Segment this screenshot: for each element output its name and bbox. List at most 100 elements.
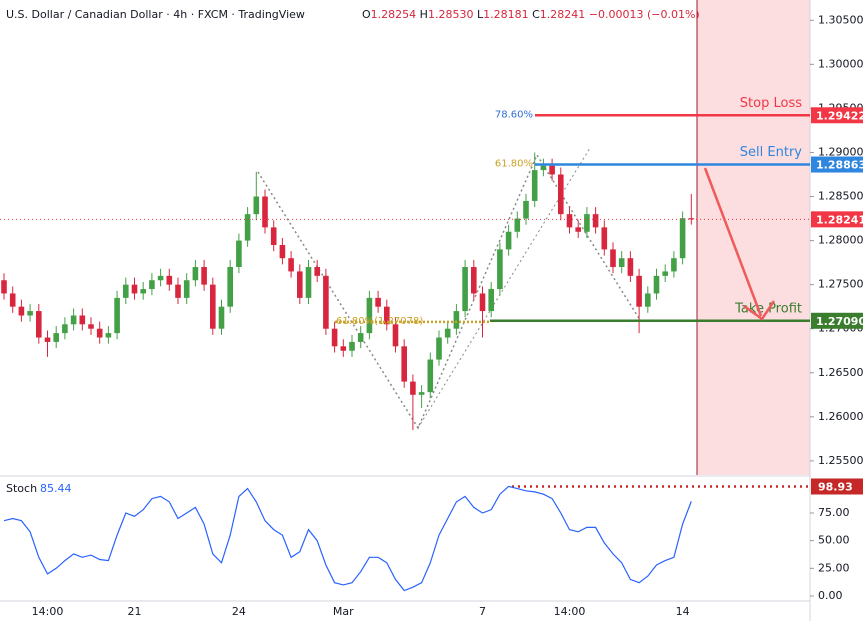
candle-body xyxy=(227,267,233,307)
price-tick-label: 1.28000 xyxy=(818,234,864,247)
stoch-tick-label: 0.00 xyxy=(818,589,843,602)
symbol-title: U.S. Dollar / Canadian Dollar · 4h · FXC… xyxy=(6,8,305,21)
level-name: Stop Loss xyxy=(740,96,802,111)
candle-body xyxy=(140,289,146,294)
candle-body xyxy=(627,258,634,276)
candle-body xyxy=(88,324,94,329)
candle-body xyxy=(96,328,103,338)
candle-body xyxy=(27,311,33,316)
candle-body xyxy=(123,284,129,298)
candle-body xyxy=(384,306,390,325)
candle-body xyxy=(305,267,312,298)
time-label: 14:00 xyxy=(32,605,64,618)
stoch-line xyxy=(3,485,692,592)
candle-body xyxy=(679,218,686,259)
candle-body xyxy=(53,333,59,342)
price-tick-label: 1.25500 xyxy=(818,454,864,467)
candle-body xyxy=(1,280,7,294)
candle-body xyxy=(488,289,494,312)
candle-body xyxy=(671,258,677,272)
arrow-head xyxy=(743,300,776,321)
candle-body xyxy=(9,293,16,307)
candle-body xyxy=(427,359,434,393)
time-label: Mar xyxy=(333,605,354,618)
pattern-guide xyxy=(417,147,591,429)
time-label: 14 xyxy=(676,605,690,618)
candle-body xyxy=(514,218,521,232)
candle-body xyxy=(44,337,51,342)
candle-body xyxy=(471,267,477,294)
ohlc-value: 1.28530 xyxy=(428,8,474,21)
candle-body xyxy=(531,170,538,201)
fib-level-label: 78.60% xyxy=(495,109,533,120)
candle-body xyxy=(192,267,199,281)
stoch-tick-label: 50.00 xyxy=(818,534,850,547)
level-price: 1.29422 xyxy=(816,109,866,122)
candle-body xyxy=(575,227,581,232)
candle-body xyxy=(366,297,373,334)
price-label: 1.28241 xyxy=(816,213,866,226)
candle-body xyxy=(183,280,190,298)
candle-body xyxy=(357,333,364,342)
candle-body xyxy=(314,267,320,276)
candle-body xyxy=(105,333,112,338)
candle-body xyxy=(392,324,399,347)
indicator-title: Stoch xyxy=(6,482,37,495)
candle-body xyxy=(210,284,216,329)
candle-body xyxy=(323,275,329,329)
ohlc-value: 1.28181 xyxy=(483,8,529,21)
candle-body xyxy=(558,174,564,215)
candle-body xyxy=(18,306,25,316)
stoch-level-label: 98.93 xyxy=(818,480,853,493)
candle-body xyxy=(401,346,407,382)
level-price: 1.28863 xyxy=(816,159,866,172)
level-name: Sell Entry xyxy=(740,145,803,160)
candle-body xyxy=(349,341,355,351)
fib-level-label: 61.80% xyxy=(495,159,533,170)
candle-body xyxy=(444,328,451,338)
trade-arrow xyxy=(703,167,776,321)
time-label: 14:00 xyxy=(554,605,586,618)
stoch-tick-label: 25.00 xyxy=(818,561,850,574)
candle-body xyxy=(297,271,303,298)
candle-body xyxy=(549,165,555,175)
price-tick-label: 1.30000 xyxy=(818,57,864,70)
candle-body xyxy=(462,267,468,312)
candle-body xyxy=(653,275,660,294)
candle-body xyxy=(479,293,486,312)
candle-body xyxy=(157,275,164,281)
candle-body xyxy=(270,227,277,245)
candle-body xyxy=(201,267,207,285)
time-label: 7 xyxy=(479,605,486,618)
candle-body xyxy=(79,315,86,325)
time-label: 24 xyxy=(232,605,246,618)
price-label-box xyxy=(811,211,863,228)
stoch-level-box xyxy=(811,478,863,495)
ohlc-value: 1.28254 xyxy=(371,8,417,21)
ohlc-value: 1.28241 xyxy=(540,8,586,21)
candle-body xyxy=(340,346,347,351)
candle-body xyxy=(175,284,181,298)
ohlc-readout: O1.28254 H1.28530 L1.28181 C1.28241 −0.0… xyxy=(362,8,700,21)
candle-body xyxy=(288,258,294,272)
level-price: 1.27090 xyxy=(816,315,866,328)
candle-body xyxy=(70,315,77,325)
price-change: −0.00013 (−0.01%) xyxy=(589,8,700,21)
candle-body xyxy=(262,196,268,228)
candle-body xyxy=(636,275,642,307)
candle-body xyxy=(166,275,173,285)
candle-body xyxy=(36,311,42,338)
price-tick-label: 1.26000 xyxy=(818,410,864,423)
candle-body xyxy=(131,284,138,294)
fib-label: 61.80%(1.27078) xyxy=(336,316,423,327)
candle-body xyxy=(114,297,120,334)
time-label: 21 xyxy=(128,605,142,618)
harmonic-pattern xyxy=(257,147,641,430)
candle-body xyxy=(645,293,651,307)
marks: 1.305001.300001.295001.290001.285001.280… xyxy=(0,13,866,618)
candle-body xyxy=(523,200,529,219)
candle-body xyxy=(436,337,442,360)
